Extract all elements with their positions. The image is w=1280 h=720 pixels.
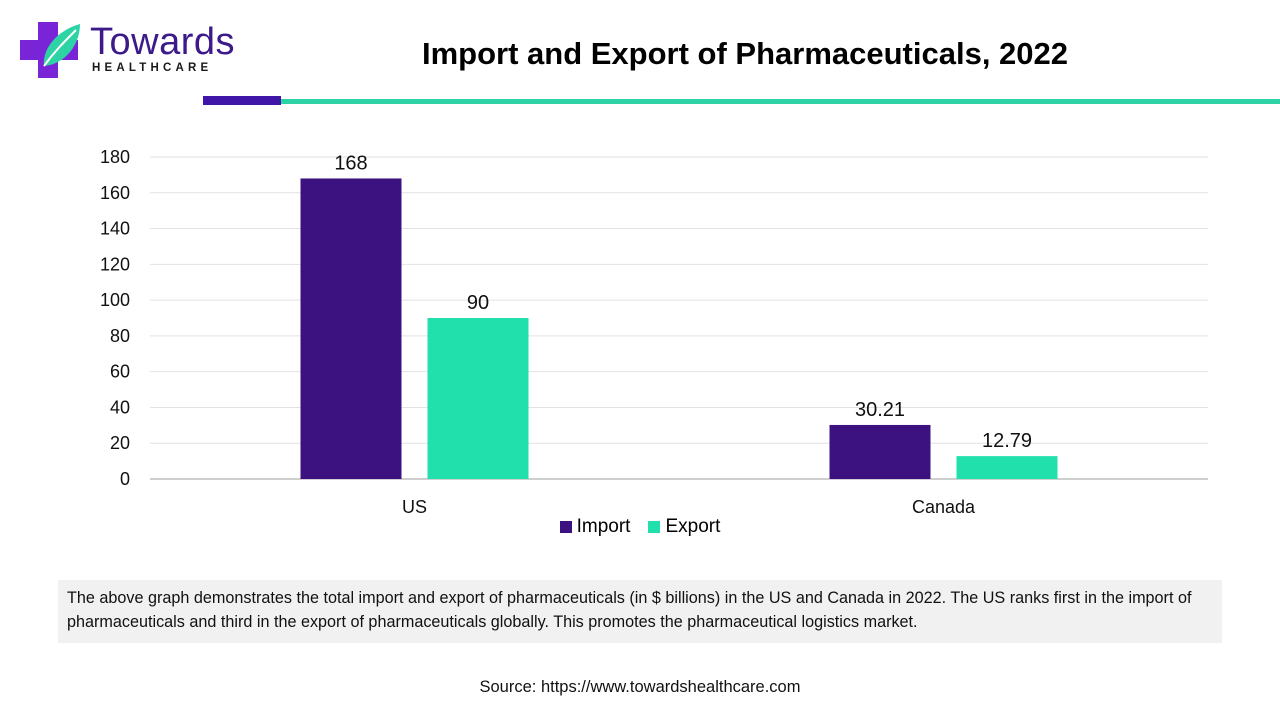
brand-logo: Towards HEALTHCARE xyxy=(20,20,260,80)
y-tick-label: 160 xyxy=(100,183,130,203)
y-tick-label: 80 xyxy=(110,326,130,346)
data-label: 12.79 xyxy=(982,430,1032,452)
header-accent-teal xyxy=(281,99,1280,104)
source-link[interactable]: Source: https://www.towardshealthcare.co… xyxy=(479,678,801,696)
bar-export-canada xyxy=(956,456,1058,479)
legend-label-import: Import xyxy=(576,516,631,537)
legend-label-export: Export xyxy=(665,516,721,537)
y-tick-label: 20 xyxy=(110,433,130,453)
header-accent-purple xyxy=(203,96,281,105)
y-tick-label: 180 xyxy=(100,147,130,167)
chart-legend: Import Export xyxy=(0,515,1280,539)
description-note: The above graph demonstrates the total i… xyxy=(58,580,1222,643)
y-tick-label: 100 xyxy=(100,290,130,310)
y-tick-label: 0 xyxy=(120,469,130,489)
legend-swatch-export xyxy=(648,521,661,533)
y-tick-label: 40 xyxy=(110,397,130,417)
logo-subtitle: HEALTHCARE xyxy=(92,62,213,74)
bar-chart: 0 20 40 60 80 100 120 140 160 180 168 90 US 30.21 12.7… xyxy=(100,147,1208,517)
data-label: 168 xyxy=(334,152,367,174)
logo-wordmark: Towards xyxy=(90,21,235,63)
page-title: Import and Export of Pharmaceuticals, 20… xyxy=(421,36,1069,71)
medical-cross-leaf-icon xyxy=(20,22,80,78)
bar-import-us xyxy=(300,178,402,479)
data-label: 30.21 xyxy=(855,399,905,421)
y-tick-label: 140 xyxy=(100,219,130,239)
bar-export-us xyxy=(427,318,529,479)
y-tick-label: 120 xyxy=(100,254,130,274)
legend-item-export: Export xyxy=(648,516,720,538)
y-tick-label: 60 xyxy=(110,362,130,382)
legend-item-import: Import xyxy=(559,516,631,538)
x-tick-label: US xyxy=(402,497,427,517)
bar-import-canada xyxy=(829,424,931,479)
data-label: 90 xyxy=(467,292,489,314)
x-tick-label: Canada xyxy=(912,497,976,517)
legend-swatch-import xyxy=(559,521,572,533)
